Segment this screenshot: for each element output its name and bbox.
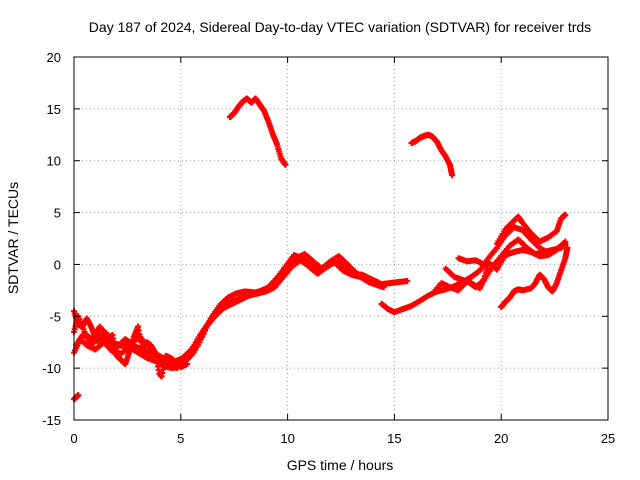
series-arc-mid-d (455, 255, 488, 268)
y-tick-label: -15 (42, 413, 61, 428)
data-point (481, 261, 488, 268)
x-tick-label: 15 (387, 431, 401, 446)
series-arc-low-c (73, 252, 374, 365)
series-arc-rise (493, 211, 569, 247)
data-point (564, 244, 571, 251)
plot-frame (73, 56, 609, 421)
data-point (367, 275, 374, 282)
data-point (562, 238, 569, 245)
y-tick-label: 20 (47, 50, 61, 65)
series-arc-low-e (71, 392, 82, 403)
series-arc-high-2 (408, 131, 456, 179)
data-point (184, 360, 191, 367)
series-arc-mid (378, 224, 569, 316)
data-point (404, 278, 411, 285)
x-tick-label: 25 (601, 431, 615, 446)
series-arc-low-d (71, 308, 191, 380)
y-tick-label: -10 (42, 361, 61, 376)
axis-ticks: 0 5 10 15 20 25 -15 -10 -5 0 5 10 15 20 (42, 50, 615, 446)
y-tick-label: 15 (47, 102, 61, 117)
series-arc-late (498, 244, 571, 310)
y-tick-label: 10 (47, 154, 61, 169)
x-tick-label: 5 (177, 431, 184, 446)
data-point (282, 161, 289, 168)
series-arc-mid-c (442, 238, 569, 292)
x-tick-label: 0 (70, 431, 77, 446)
data-point (449, 172, 456, 179)
x-tick-label: 10 (280, 431, 294, 446)
data-point (380, 284, 387, 291)
x-tick-label: 20 (494, 431, 508, 446)
chart-title: Day 187 of 2024, Sidereal Day-to-day VTE… (89, 19, 591, 35)
data-point (562, 211, 569, 218)
y-axis-label: SDTVAR / TECUs (5, 182, 21, 294)
series-arc-high-1 (226, 95, 289, 168)
data-point (75, 392, 82, 399)
y-tick-label: -5 (49, 309, 61, 324)
data-points (71, 95, 571, 403)
y-tick-label: 0 (54, 257, 61, 272)
grid-lines (74, 57, 608, 420)
x-axis-label: GPS time / hours (287, 457, 394, 473)
y-tick-label: 5 (54, 206, 61, 221)
